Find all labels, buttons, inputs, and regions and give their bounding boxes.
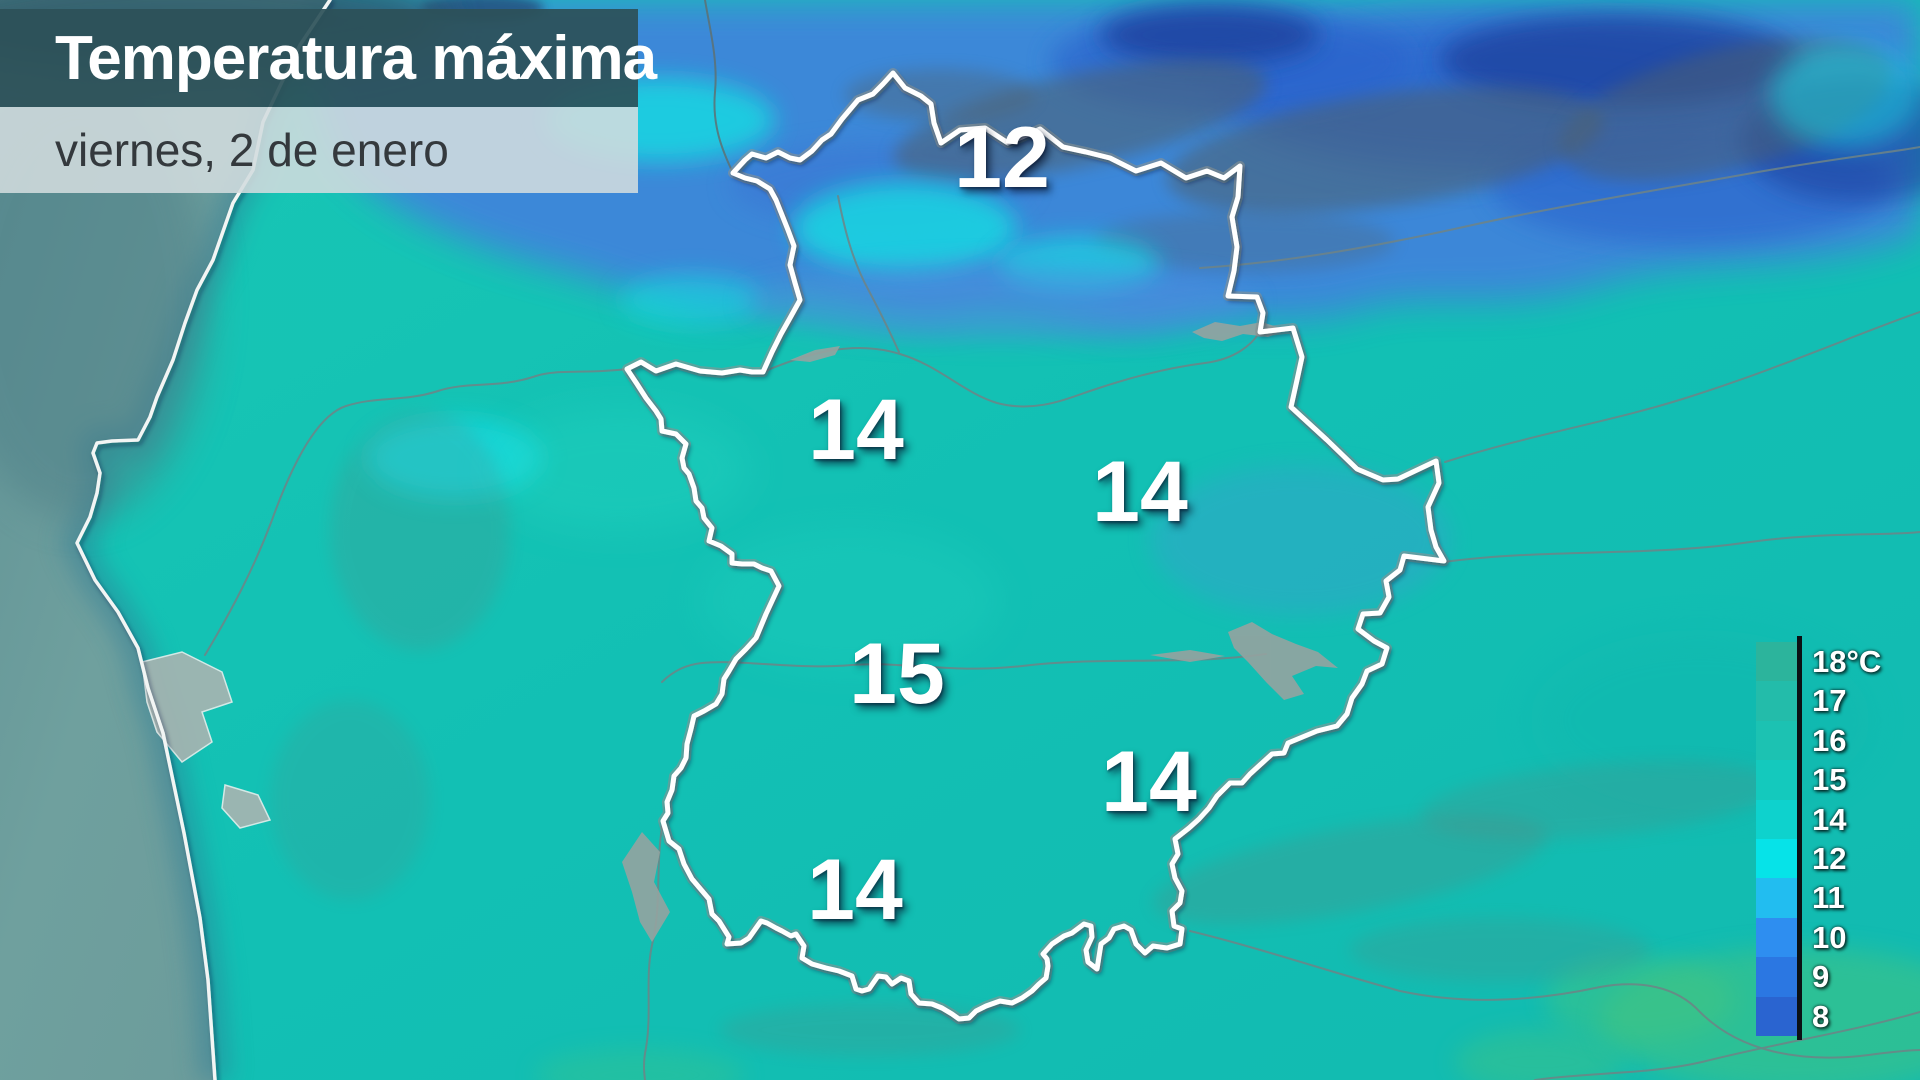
legend-color-segment [1756,957,1797,997]
legend-tick-label: 17 [1812,683,1847,719]
legend-tick-labels: 18°C 17 16 15 14 12 11 10 9 8 [1812,642,1881,1036]
legend-tick-label: 15 [1812,762,1847,798]
temperature-label: 14 [1101,734,1197,830]
region-boundary [622,68,1449,1024]
temperature-label: 14 [807,842,903,938]
legend-tick-label: 11 [1812,880,1845,916]
legend-tick-label: 10 [1812,919,1847,955]
legend-tick-label: 16 [1812,722,1847,758]
legend-color-segment [1756,878,1797,918]
subtitle-bar: viernes, 2 de enero [0,107,638,193]
legend-tick-label: 12 [1812,840,1847,876]
temperature-shading [270,0,1920,1080]
legend-tick-label: 8 [1812,998,1830,1034]
legend-color-segment [1756,642,1797,682]
legend-tick-label: 18°C [1812,644,1882,679]
legend-color-segment [1756,917,1797,958]
title-bar: Temperatura máxima [0,9,657,107]
temperature-label: 14 [1092,444,1188,540]
legend-tick-label: 14 [1812,801,1847,837]
legend-color-segment [1756,760,1797,800]
temperature-legend: 18°C 17 16 15 14 12 11 10 9 8 [1756,636,1920,1044]
legend-tick-label: 9 [1812,959,1830,995]
page-title: Temperatura máxima [55,23,657,93]
legend-color-segment [1756,996,1797,1036]
temperature-label: 15 [849,626,945,722]
legend-color-segment [1756,799,1797,839]
legend-color-segment [1756,681,1797,721]
page-subtitle: viernes, 2 de enero [55,124,449,176]
legend-color-segment [1756,720,1797,761]
rivers [204,0,1920,1080]
legend-axis-line [1797,636,1802,1040]
temperature-label: 14 [808,382,904,478]
temperature-label: 12 [954,110,1050,206]
legend-color-segment [1756,838,1797,879]
legend-color-bar [1756,642,1797,1036]
